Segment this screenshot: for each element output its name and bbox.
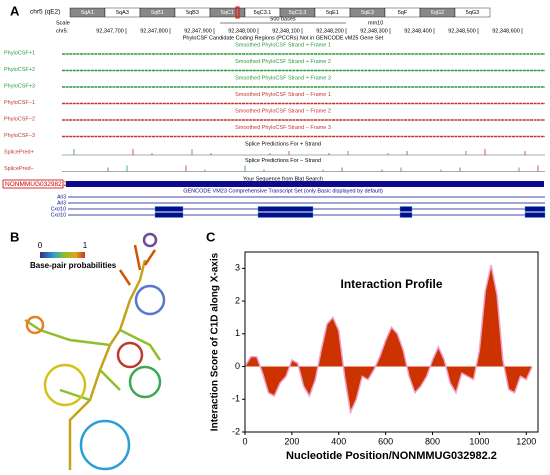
band-highlight	[235, 6, 240, 19]
coordinate: 92,348,600	[492, 28, 520, 34]
exon	[524, 206, 546, 212]
x-axis-label: Nucleotide Position/NONMMUG032982.2	[286, 450, 497, 462]
band-label: 5qA3	[116, 10, 129, 16]
colorbar	[40, 252, 85, 258]
track-label: PhyloCSF−2	[4, 116, 35, 122]
y-tick-label: 2	[235, 295, 240, 305]
scale-bar: 500 bases	[270, 16, 296, 22]
band-label: 5qC3.3	[289, 10, 307, 16]
blat-bar	[66, 181, 544, 187]
plot-frame	[244, 251, 539, 433]
coordinate: 92,347,900	[184, 28, 212, 34]
band-label: 5qE3	[361, 10, 374, 16]
track-label: PhyloCSF−1	[4, 100, 35, 106]
band-label: 5qC3.1	[254, 10, 272, 16]
band-label: 5qF	[398, 10, 408, 16]
y-tick-label: 1	[235, 328, 240, 338]
x-tick-label: 0	[242, 436, 247, 446]
track-caption: Smoothed PhyloCSF Strand + Frame 2	[235, 59, 331, 65]
x-tick-label: 1000	[469, 436, 489, 446]
colorbar-title: Base-pair probabilities	[30, 261, 117, 270]
transcript-label: Cxcl10	[51, 206, 67, 212]
x-tick-label: 1200	[516, 436, 536, 446]
exon	[524, 212, 546, 218]
blat-label: NONMMUG032982.2	[5, 181, 68, 188]
band-label: 5qA1	[81, 10, 94, 16]
track-caption: Smoothed PhyloCSF Strand + Frame 1	[235, 42, 331, 48]
track-caption: Smoothed PhyloCSF Strand − Frame 2	[235, 108, 331, 114]
track-label: PhyloCSF+3	[4, 83, 35, 89]
coordinate: 92,348,200	[316, 28, 344, 34]
track-caption: Smoothed PhyloCSF Strand − Frame 1	[235, 92, 331, 98]
coordinate: 92,347,700	[96, 28, 124, 34]
transcript-label: Arl3	[57, 194, 66, 200]
coordinate: 92,348,000	[228, 28, 256, 34]
x-tick-label: 400	[331, 436, 346, 446]
y-tick-label: 0	[235, 361, 240, 371]
colorbar-min: 0	[38, 241, 43, 250]
chrom-label: chr5 (qE2)	[30, 9, 60, 16]
band-label: 5qE1	[326, 10, 339, 16]
scale-label: Scale	[56, 20, 70, 26]
y-axis-label: Interaction Score of C1D along X-axis	[210, 252, 221, 431]
y-tick-label: -1	[232, 394, 240, 404]
band-label: 5qG2	[431, 10, 444, 16]
track-caption: Splice Predictions For + Strand	[245, 141, 321, 147]
track-caption: Splice Predictions For − Strand	[245, 158, 321, 164]
chrom-coord-label: chr5:	[56, 28, 69, 34]
panel-label: C	[206, 229, 216, 244]
x-tick-label: 600	[378, 436, 393, 446]
transcript-label: Arl3	[57, 200, 66, 206]
panel-label: B	[10, 229, 19, 244]
y-tick-label: 3	[235, 263, 240, 273]
band-label: 5qG3	[466, 10, 479, 16]
x-tick-label: 800	[425, 436, 440, 446]
band	[454, 7, 491, 18]
band-label: 5qC1	[221, 10, 234, 16]
exon	[257, 212, 314, 218]
track-caption: PhyloCSF Candidate Coding Regions (PCCRs…	[183, 35, 384, 41]
band-label: 5qB3	[186, 10, 199, 16]
chart-title: Interaction Profile	[340, 277, 442, 291]
track-label: PhyloCSF+1	[4, 50, 35, 56]
exon	[154, 212, 184, 218]
track-label: PhyloCSF+2	[4, 67, 35, 73]
track-caption: Smoothed PhyloCSF Strand + Frame 3	[235, 75, 331, 81]
y-tick-label: -2	[232, 426, 240, 436]
transcript-label: Cxcl10	[51, 212, 67, 218]
track-caption: Smoothed PhyloCSF Strand − Frame 3	[235, 125, 331, 131]
blat-label-box	[2, 179, 64, 189]
area-line	[244, 264, 533, 415]
exon	[399, 212, 413, 218]
exon	[154, 206, 184, 212]
exon	[399, 206, 413, 212]
coordinate: 92,348,300	[360, 28, 388, 34]
band-label: 5qB1	[151, 10, 164, 16]
track-caption: GENCODE VM23 Comprehensive Transcript Se…	[183, 188, 383, 194]
coordinate: 92,348,400	[404, 28, 432, 34]
coordinate: 92,347,800	[140, 28, 168, 34]
x-tick-label: 200	[284, 436, 299, 446]
colorbar-max: 1	[83, 241, 88, 250]
track-label: SplicePred+	[4, 149, 34, 155]
assembly: mm10	[368, 20, 383, 26]
exon	[257, 206, 314, 212]
rna-structure	[24, 232, 166, 471]
track-label: PhyloCSF−3	[4, 133, 35, 139]
coordinate: 92,348,500	[448, 28, 476, 34]
track-caption: Your Sequence from Blat Search	[243, 176, 323, 182]
coordinate: 92,348,100	[272, 28, 300, 34]
panel-label: A	[10, 3, 20, 18]
track-label: SplicePred−	[4, 166, 34, 172]
